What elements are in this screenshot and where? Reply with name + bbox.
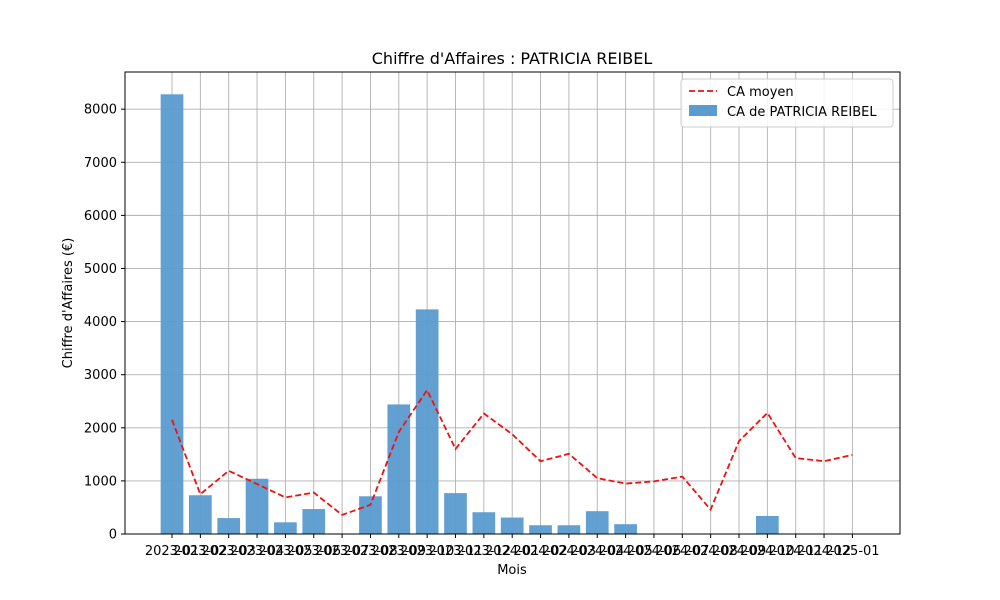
x-tick-label: 2023-06	[287, 544, 341, 559]
y-tick-label: 8000	[84, 103, 117, 118]
x-tick-label: 2023-05	[258, 544, 312, 559]
bar-2023-06	[302, 509, 326, 534]
bar-2024-02	[529, 525, 552, 534]
bar-2023-01	[160, 94, 184, 534]
bar-2024-04	[585, 511, 609, 534]
bar-2023-08	[359, 496, 382, 534]
x-tick-label: 2023-07	[315, 544, 369, 559]
x-tick-label: 2024-04	[570, 544, 624, 559]
x-tick-label: 2025-01	[825, 544, 879, 559]
x-tick-label: 2024-03	[542, 544, 596, 559]
grid-lines	[125, 72, 900, 535]
x-tick-label: 2024-01	[485, 544, 539, 559]
x-tick-label: 2024-09	[712, 544, 766, 559]
x-tick-label: 2023-08	[343, 544, 397, 559]
y-tick-label: 4000	[84, 315, 117, 330]
bar-2023-04	[245, 478, 269, 534]
x-tick-label: 2023-09	[372, 544, 426, 559]
bar-2023-05	[274, 522, 297, 534]
x-tick-label: 2023-12	[457, 544, 511, 559]
x-tick-label: 2023-03	[202, 544, 256, 559]
legend-label-bars: CA de PATRICIA REIBEL	[727, 105, 877, 120]
x-tick-label: 2024-07	[655, 544, 709, 559]
y-tick-label: 1000	[84, 474, 117, 489]
x-axis-ticks: 2023-012023-022023-032023-042023-052023-…	[145, 534, 880, 559]
legend: CA moyen CA de PATRICIA REIBEL	[680, 78, 894, 128]
bar-2023-10	[415, 309, 439, 534]
y-tick-label: 2000	[84, 421, 117, 436]
x-tick-label: 2023-11	[428, 544, 482, 559]
bar-series	[160, 94, 779, 534]
y-tick-label: 6000	[84, 209, 117, 224]
x-tick-label: 2023-10	[400, 544, 454, 559]
x-tick-label: 2024-08	[683, 544, 737, 559]
y-tick-label: 0	[109, 528, 117, 543]
x-tick-label: 2024-10	[740, 544, 794, 559]
x-tick-label: 2024-12	[797, 544, 851, 559]
y-axis-ticks: 0 1000 2000 3000 4000 5000 6000 7000 8000	[84, 103, 125, 543]
y-tick-label: 7000	[84, 156, 117, 171]
y-tick-label: 3000	[84, 368, 117, 383]
y-axis-title: Chiffre d'Affaires (€)	[61, 238, 76, 369]
legend-label-avg: CA moyen	[727, 85, 794, 100]
x-tick-label: 2024-06	[627, 544, 681, 559]
legend-box	[680, 78, 894, 128]
legend-bar-swatch	[689, 105, 717, 116]
bar-2023-11	[444, 493, 467, 534]
chart-title: Chiffre d'Affaires : PATRICIA REIBEL	[372, 49, 653, 68]
bar-2024-05	[614, 524, 637, 534]
x-tick-label: 2023-01	[145, 544, 199, 559]
bar-2023-02	[189, 495, 212, 534]
x-tick-label: 2024-11	[769, 544, 823, 559]
x-tick-label: 2024-02	[513, 544, 567, 559]
avg-line	[171, 388, 853, 516]
bar-2023-09	[387, 404, 411, 534]
x-tick-label: 2024-05	[598, 544, 652, 559]
x-axis-title: Mois	[497, 563, 527, 578]
x-tick-label: 2023-04	[230, 544, 284, 559]
bar-2024-10	[756, 515, 779, 534]
y-tick-label: 5000	[84, 262, 117, 277]
x-tick-label: 2023-02	[173, 544, 227, 559]
bar-2024-03	[557, 525, 581, 534]
bar-2023-12	[472, 512, 496, 534]
bar-2023-03	[217, 518, 241, 534]
bar-2024-01	[500, 517, 524, 534]
average-line-series	[171, 388, 853, 516]
